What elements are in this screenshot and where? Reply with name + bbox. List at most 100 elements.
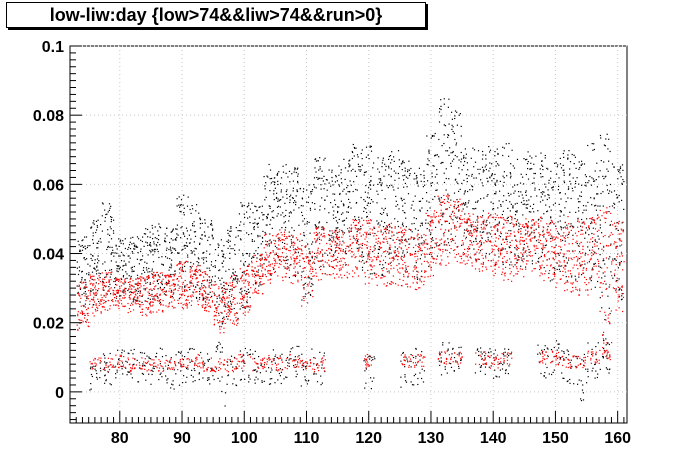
data-point	[194, 270, 196, 272]
data-point	[304, 267, 306, 269]
data-point	[443, 213, 445, 215]
data-point	[130, 291, 133, 294]
data-point	[461, 244, 463, 246]
data-point	[513, 192, 515, 194]
data-point	[131, 271, 133, 273]
data-point	[226, 303, 228, 305]
data-point	[428, 265, 430, 267]
data-point	[430, 238, 432, 240]
data-point	[284, 229, 286, 231]
data-point	[227, 239, 230, 241]
data-point	[337, 211, 339, 214]
data-point	[363, 219, 365, 221]
data-point	[121, 291, 123, 293]
data-point	[283, 231, 286, 233]
data-point	[266, 243, 268, 245]
data-point	[116, 279, 118, 281]
data-point	[575, 211, 577, 213]
data-point	[132, 292, 134, 294]
data-point	[558, 233, 560, 235]
data-point	[518, 256, 520, 258]
data-point	[533, 268, 535, 270]
data-point	[356, 154, 359, 156]
data-point	[311, 262, 314, 264]
data-point	[270, 272, 272, 275]
data-point	[374, 244, 376, 247]
data-point	[547, 168, 549, 170]
data-point	[580, 191, 582, 193]
data-point	[362, 234, 364, 236]
data-point	[181, 294, 183, 297]
data-point	[422, 186, 424, 188]
data-point	[168, 290, 170, 292]
data-point	[251, 266, 253, 268]
data-point	[555, 228, 557, 230]
data-point	[124, 247, 126, 250]
data-point	[292, 236, 294, 238]
data-point	[378, 248, 380, 251]
data-point	[378, 226, 380, 228]
data-point	[397, 255, 399, 257]
data-point	[201, 287, 203, 289]
data-point	[193, 292, 195, 294]
data-point	[470, 222, 472, 224]
data-point	[569, 180, 571, 182]
data-point	[289, 181, 291, 183]
data-point	[297, 182, 299, 184]
data-point	[539, 239, 542, 242]
data-point	[315, 231, 317, 233]
data-point	[500, 205, 502, 207]
data-point	[137, 281, 139, 283]
data-point	[446, 208, 448, 211]
data-point	[590, 221, 593, 223]
data-point	[348, 160, 350, 162]
data-point	[419, 278, 421, 280]
data-point	[590, 197, 592, 199]
data-point	[470, 257, 472, 259]
data-point	[199, 243, 201, 245]
data-point	[340, 258, 342, 260]
data-point	[469, 232, 471, 234]
data-point	[150, 301, 152, 303]
data-point	[125, 264, 127, 266]
data-point	[278, 240, 280, 242]
data-point	[560, 249, 562, 251]
data-point	[343, 158, 345, 160]
data-point	[424, 270, 426, 272]
data-point	[92, 312, 94, 314]
data-point	[92, 242, 94, 244]
data-point	[198, 212, 200, 214]
data-point	[263, 283, 265, 285]
data-point	[559, 192, 561, 194]
data-point	[445, 264, 447, 266]
data-point	[79, 250, 81, 252]
data-point	[299, 259, 301, 261]
data-point	[118, 245, 120, 247]
data-point	[191, 300, 193, 302]
data-point	[305, 255, 307, 258]
data-point	[554, 162, 556, 164]
data-point	[204, 235, 206, 237]
data-point	[361, 244, 363, 246]
data-point	[97, 298, 99, 300]
data-point	[96, 293, 98, 295]
data-points	[76, 98, 625, 407]
data-point	[352, 251, 354, 253]
data-point	[208, 299, 210, 301]
data-point	[435, 226, 437, 228]
data-point	[377, 240, 379, 242]
data-point	[293, 267, 295, 269]
data-point	[487, 239, 489, 241]
data-point	[97, 262, 99, 264]
data-point	[152, 282, 154, 284]
data-point	[95, 291, 97, 293]
data-point	[465, 203, 467, 205]
data-point	[365, 171, 367, 173]
data-point	[172, 293, 174, 296]
data-point	[228, 297, 230, 299]
data-point	[130, 294, 132, 296]
data-point	[157, 239, 160, 241]
data-point	[92, 239, 94, 241]
data-point	[105, 281, 107, 283]
data-point	[564, 207, 566, 209]
